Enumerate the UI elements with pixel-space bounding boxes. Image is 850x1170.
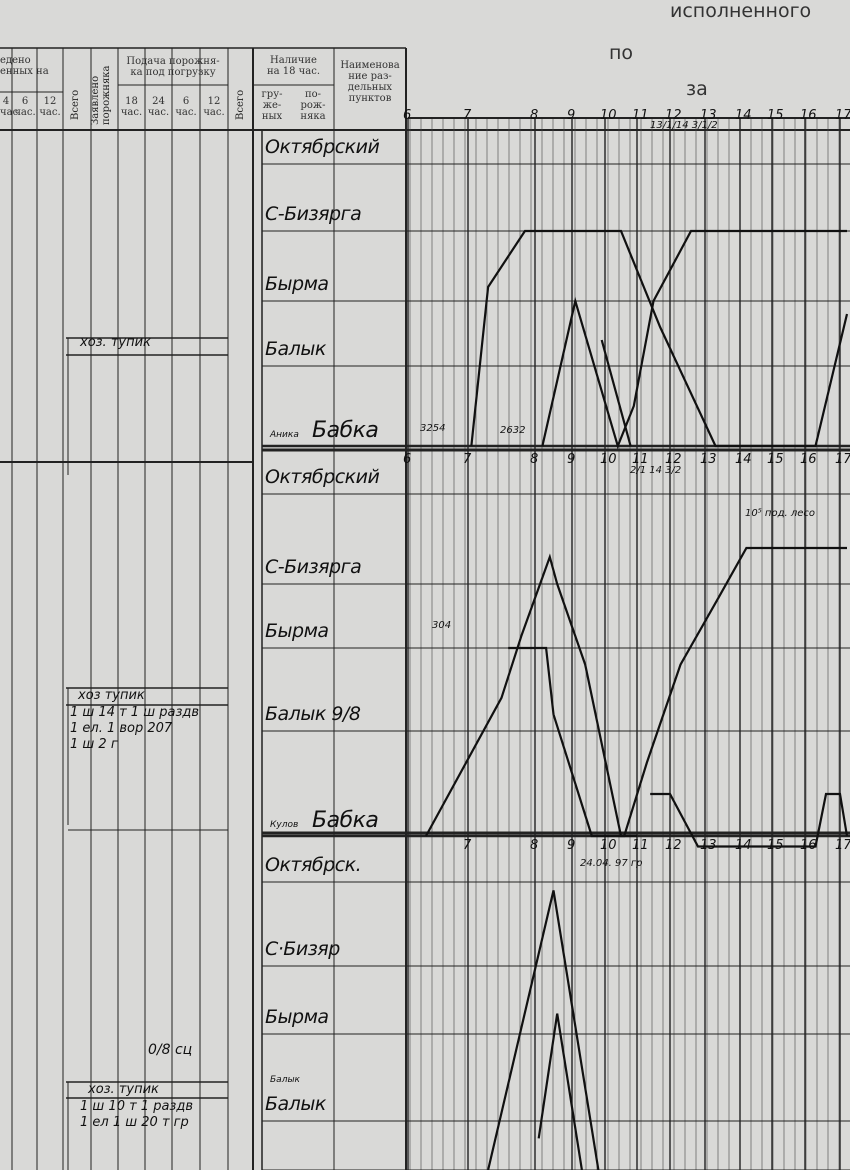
hour-label: 6	[403, 452, 412, 467]
naimenovanie-header: Наимено­ва ние раз- дельных пунктов	[340, 60, 400, 104]
hour-label: 13	[700, 838, 717, 853]
station-label: Бырма	[265, 620, 329, 642]
col-sub: гру- же- ных	[261, 89, 283, 122]
col-group-1-header: едено енных на	[0, 55, 49, 77]
graph-annotation: 2/1 14 3/2	[630, 465, 682, 476]
hour-label: 14	[735, 838, 752, 853]
hour-label: 9	[567, 838, 576, 853]
hour-label: 13	[700, 108, 717, 123]
hour-label: 7	[463, 452, 472, 467]
station-label: Бырма	[265, 1006, 329, 1028]
hour-label: 10	[600, 108, 617, 123]
graph-annotation: 304	[432, 620, 452, 631]
station-label: Бабка	[312, 808, 379, 833]
hour-label: 9	[567, 108, 576, 123]
hour-label: 11	[632, 838, 649, 853]
title-fragment: исполненного	[670, 0, 812, 22]
hour-label: 16	[800, 452, 817, 467]
note-title: хоз тупик	[78, 688, 145, 703]
hour-label: 15	[767, 838, 784, 853]
vsego-1-header: Всего	[70, 89, 81, 120]
graph-annotation: 2632	[500, 425, 526, 436]
hour-label: 17	[835, 452, 850, 467]
train-path	[470, 229, 849, 448]
note-line: 1 ел. 1 вор 207	[70, 721, 173, 736]
note-line: 1 ел 1 ш 20 т гр	[80, 1115, 189, 1130]
hour-label: 8	[530, 452, 539, 467]
vsego-2-header: Всего	[235, 89, 246, 120]
station-label: С-Бизярга	[265, 556, 362, 578]
hour-label: 11	[632, 452, 649, 467]
po-label: по	[609, 42, 634, 64]
za-label: за	[686, 78, 708, 100]
hour-label: 14	[735, 452, 752, 467]
small-station-label: Балык	[270, 1075, 300, 1085]
train-path	[541, 229, 847, 450]
hour-label: 16	[800, 108, 817, 123]
hour-label: 17	[835, 838, 850, 853]
note-line: 1 ш 14 т 1 ш раздв	[70, 705, 200, 720]
station-label: Октябрский	[265, 466, 380, 488]
station-label: Октябрский	[265, 136, 380, 158]
train-path	[425, 553, 637, 838]
hour-label: 12	[665, 838, 682, 853]
col-sub: 4 час	[0, 96, 19, 118]
hour-label: 15	[767, 452, 784, 467]
col-sub: 18 час.	[120, 96, 143, 118]
graph-annotation: 13/1/14 3/1/2	[650, 120, 718, 131]
graph-annotation: 3254	[420, 423, 446, 434]
hour-label: 10	[600, 838, 617, 853]
hour-label: 14	[735, 108, 752, 123]
note-line: 1 ш 2 г	[70, 737, 118, 752]
hour-label: 12	[665, 452, 682, 467]
col-sub: 6 час.	[175, 96, 197, 118]
hour-label: 7	[463, 838, 472, 853]
note-above: 0/8 сц	[148, 1042, 193, 1058]
col-sub: 6 час.	[14, 96, 36, 118]
hour-label: 17	[835, 108, 850, 123]
hour-label: 6	[403, 108, 412, 123]
station-label: Балык	[265, 338, 326, 360]
train-path	[600, 339, 632, 447]
hour-label: 8	[530, 108, 539, 123]
hour-label: 15	[767, 108, 784, 123]
hour-label: 16	[800, 838, 817, 853]
hour-label: 7	[463, 108, 472, 123]
station-label: С·Бизяр	[265, 938, 340, 960]
zayavleno-header: Заявлено порожняка	[90, 65, 112, 126]
train-path	[508, 546, 847, 838]
col-sub: 24 час.	[147, 96, 170, 118]
note-title: хоз. тупик	[88, 1082, 159, 1097]
station-label: Балык 9/8	[265, 703, 361, 725]
note-title: хоз. тупик	[80, 335, 151, 350]
small-station-label: Кулов	[270, 820, 299, 830]
train-path	[487, 890, 600, 1170]
hour-label: 10	[600, 452, 617, 467]
station-label: Бабка	[312, 418, 379, 443]
station-label: Бырма	[265, 273, 329, 295]
col-sub: 12 час.	[203, 96, 225, 118]
note-line: 1 ш 10 т 1 раздв	[80, 1099, 193, 1114]
small-station-label: Аника	[270, 430, 299, 440]
col-sub: 12 час.	[39, 96, 61, 118]
hour-label: 8	[530, 838, 539, 853]
col-sub: по- рож- няка	[300, 89, 326, 122]
hour-label: 12	[665, 108, 682, 123]
train-path	[650, 792, 849, 848]
hour-label: 9	[567, 452, 576, 467]
graph-annotation: 24.04. 97 гр	[580, 858, 643, 869]
nalichie-header: Наличие на 18 час.	[266, 55, 321, 77]
station-label: Балык	[265, 1093, 326, 1115]
train-path	[537, 1013, 583, 1170]
station-label: Октябрск.	[265, 854, 362, 876]
station-label: С-Бизярга	[265, 203, 362, 225]
graph-annotation: 10⁵ под. лесо	[745, 508, 815, 519]
podacha-header: Подача порожня- ка под погрузку	[126, 56, 220, 78]
hour-label: 11	[632, 108, 649, 123]
hour-label: 13	[700, 452, 717, 467]
